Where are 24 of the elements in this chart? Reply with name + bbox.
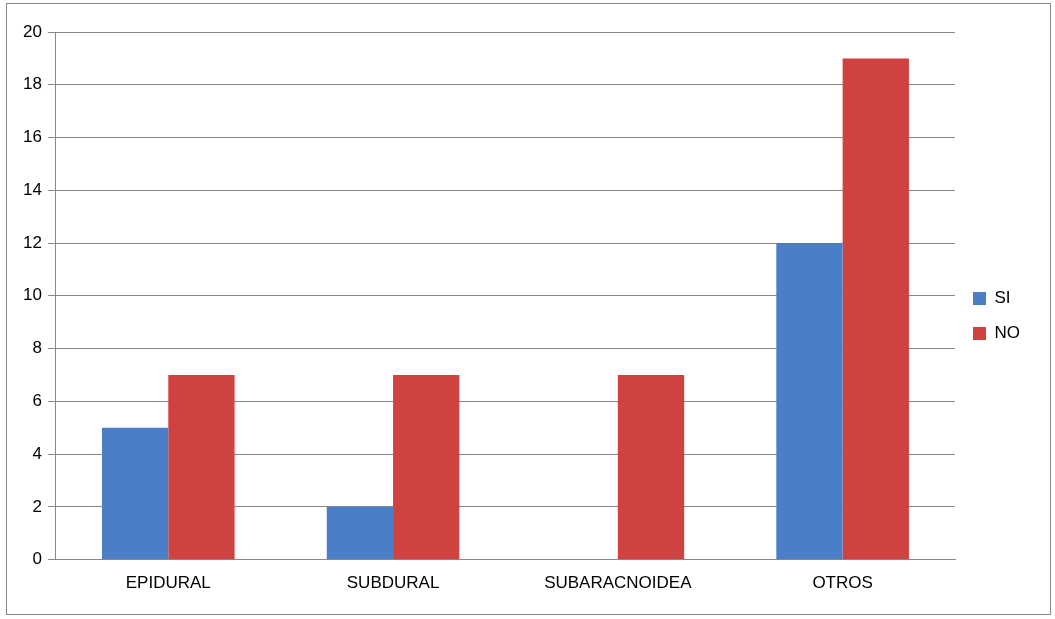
legend-label: SI [994, 288, 1011, 308]
y-tick-label: 6 [32, 391, 42, 411]
x-tick-label: SUBDURAL [346, 573, 440, 593]
x-tick-label: EPIDURAL [125, 573, 211, 593]
y-tick-label: 14 [22, 179, 42, 199]
y-tick-label: 20 [22, 21, 42, 41]
bar [326, 506, 394, 560]
y-tick-label: 2 [32, 496, 42, 516]
legend-label: NO [994, 323, 1020, 343]
bar [393, 374, 460, 560]
y-tick-label: 12 [22, 232, 42, 252]
bar [617, 374, 685, 560]
x-tick-label: OTROS [812, 573, 873, 593]
bar [168, 374, 235, 560]
bar [776, 243, 843, 560]
y-tick-label: 8 [32, 338, 42, 358]
x-tick-label: SUBARACNOIDEA [544, 573, 693, 593]
y-tick-label: 4 [32, 443, 42, 463]
y-tick-label: 18 [22, 74, 42, 94]
y-tick-label: 0 [32, 549, 42, 569]
bar [842, 58, 909, 560]
bar [101, 427, 169, 560]
y-tick-label: 16 [22, 127, 42, 147]
y-tick-label: 10 [22, 285, 42, 305]
